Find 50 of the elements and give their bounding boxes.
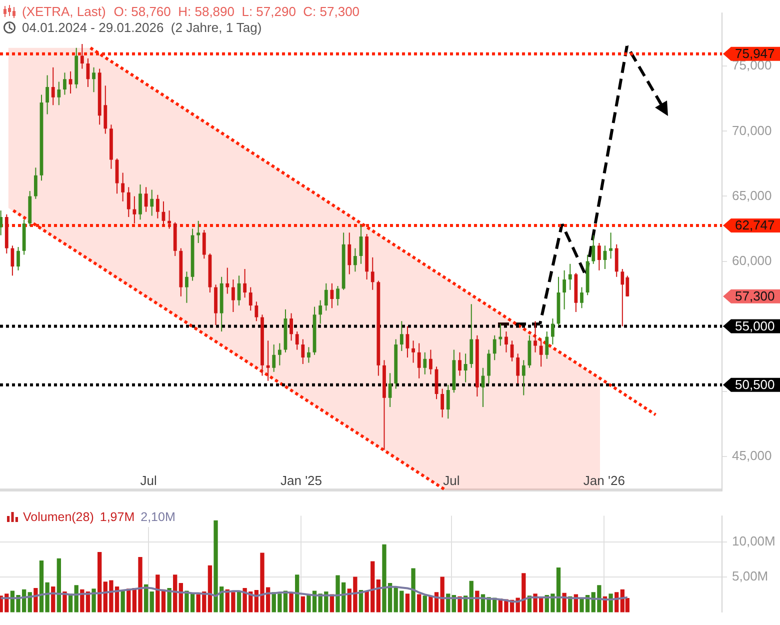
candlestick	[412, 340, 415, 363]
bar	[289, 592, 294, 612]
bar	[475, 590, 480, 612]
chart-subtitle: O: 58,760 H: 58,890 L: 57,290 C: 57,300	[114, 4, 360, 19]
candlestick	[168, 210, 171, 229]
bar	[56, 558, 61, 612]
bar	[92, 588, 96, 612]
bar	[422, 596, 427, 612]
bar	[208, 565, 212, 612]
bar	[417, 594, 422, 612]
bar	[150, 591, 154, 612]
ref-line-label: 50,500	[735, 376, 775, 392]
candlestick	[278, 343, 282, 366]
x-tick-label: Jan '26	[583, 472, 625, 488]
annotation: 04.01.2024 - 29.01.2026 (2 Jahre, 1 Tag)	[22, 20, 262, 35]
candlestick	[196, 220, 200, 244]
annotation: 2,10M	[140, 510, 176, 524]
bar	[98, 552, 102, 612]
candlestick	[266, 340, 270, 381]
candlestick	[498, 324, 502, 346]
ref-line-label: 75,947	[735, 46, 775, 61]
annotation: 1,97M	[100, 510, 135, 524]
candlestick	[226, 268, 230, 294]
y-tick-label: 45,000	[732, 448, 772, 463]
chart-title: (XETRA, Last)	[22, 4, 106, 19]
chart-title: Volumen(28)	[23, 510, 94, 524]
text: 57,300	[735, 288, 775, 304]
x-tick-label: Jul	[140, 472, 157, 488]
bar	[167, 588, 172, 612]
bar	[411, 568, 416, 612]
candlestick	[0, 210, 3, 236]
y-tick-label: 65,000	[732, 188, 772, 203]
x-tick-label: Jul	[443, 472, 460, 488]
bar	[295, 574, 300, 612]
y-tick-label: 10,00M	[732, 533, 776, 548]
bar	[405, 594, 410, 612]
bar	[300, 596, 305, 612]
x-tick-label: Jan '25	[280, 472, 322, 488]
y-tick-label: 60,000	[732, 252, 772, 268]
y-tick-label: 70,000	[732, 122, 772, 138]
ref-line-label: 55,000	[735, 318, 775, 334]
bar	[120, 590, 125, 612]
candlestick	[609, 232, 612, 259]
bar	[34, 588, 38, 612]
ref-line-label: 62,747	[735, 218, 775, 233]
bar	[62, 591, 67, 612]
bar	[173, 574, 178, 612]
y-tick-label: 5,00M	[732, 568, 768, 584]
candlestick	[132, 196, 136, 224]
bar	[376, 580, 381, 612]
